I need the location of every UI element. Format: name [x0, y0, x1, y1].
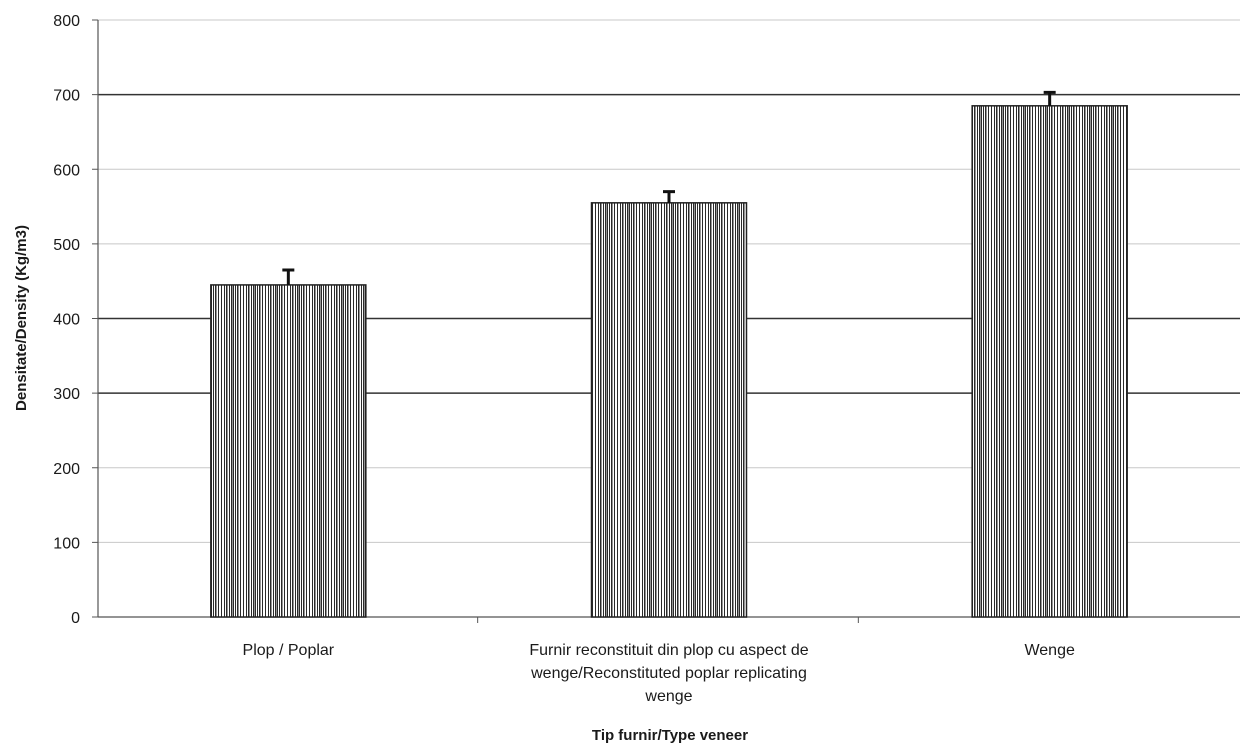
x-category-label: Furnir reconstituit din plop cu aspect d…: [529, 642, 808, 705]
x-category-label-line: wenge: [644, 688, 692, 705]
y-tick-label: 200: [53, 461, 80, 478]
bar: [590, 202, 748, 618]
x-category-label-line: wenge/Reconstituted poplar replicating: [530, 665, 807, 682]
bars: [210, 105, 1128, 618]
y-tick-label: 800: [53, 13, 80, 30]
y-tick-label: 400: [53, 312, 80, 329]
bar: [971, 105, 1128, 618]
y-tick-label: 700: [53, 88, 80, 105]
y-tick-label: 100: [53, 535, 80, 552]
x-category-label-line: Wenge: [1024, 642, 1075, 659]
x-category-label-line: Plop / Poplar: [243, 642, 335, 659]
error-bars: [282, 90, 1056, 285]
y-tick-label: 500: [53, 237, 80, 254]
x-category-label: Wenge: [1024, 642, 1075, 659]
x-category-label-line: Furnir reconstituit din plop cu aspect d…: [529, 642, 808, 659]
x-category-labels: Plop / Poplar Furnir reconstituit din plo…: [243, 642, 1075, 705]
y-tick-labels: 0 100 200 300 400 500 600 700 800: [53, 13, 80, 627]
y-tick-label: 300: [53, 386, 80, 403]
y-tick-label: 600: [53, 162, 80, 179]
x-axis-title: Tip furnir/Type veneer: [592, 727, 748, 744]
y-axis-title: Densitate/Density (Kg/m3): [13, 225, 30, 411]
bar: [210, 284, 367, 618]
x-category-label: Plop / Poplar: [243, 642, 335, 659]
y-tick-label: 0: [71, 610, 80, 627]
